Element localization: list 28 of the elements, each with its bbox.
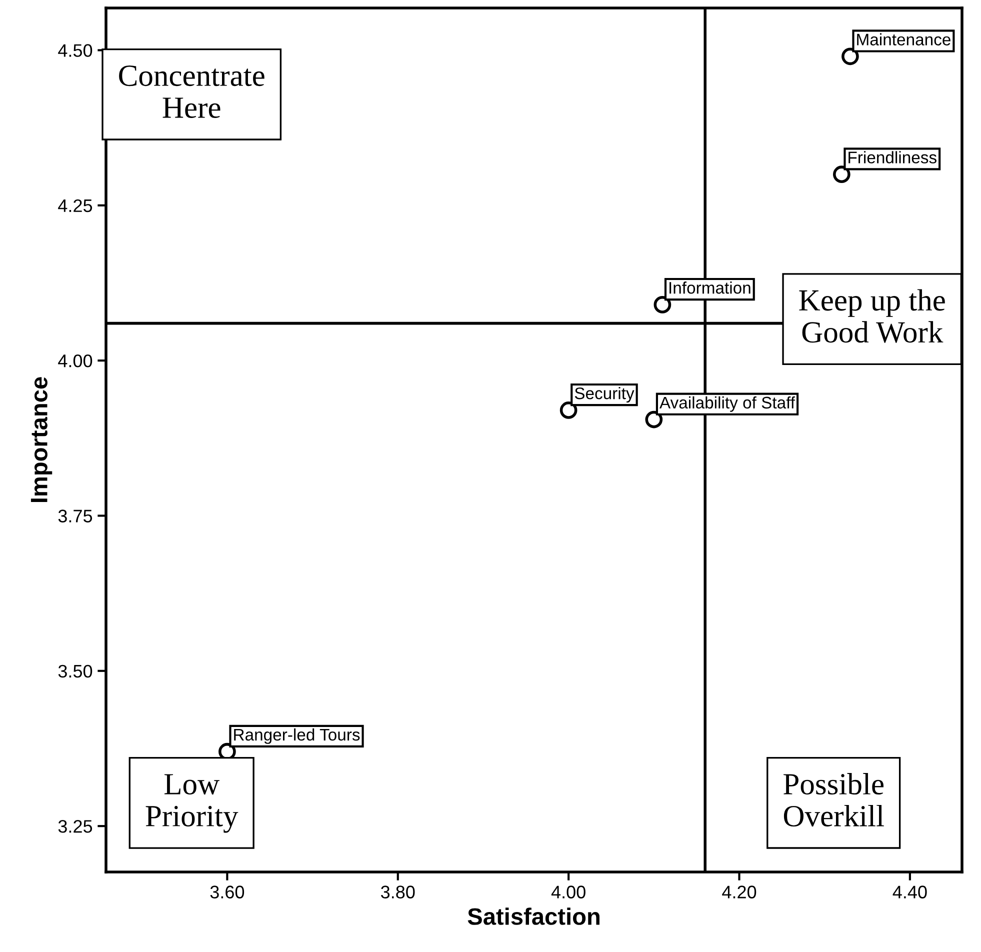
annotation: Maintenance	[857, 33, 950, 46]
point	[832, 166, 850, 184]
point	[654, 296, 672, 314]
x-tick-label: 3.60	[210, 886, 244, 898]
y-axis-title: Importance	[30, 377, 52, 502]
y-tick-label: 4.00	[58, 354, 92, 368]
y-tick-label: 3.75	[58, 510, 92, 522]
annotation: Ranger-led Tours	[234, 728, 360, 744]
annotation: Information	[670, 282, 750, 294]
annotation: Keep up the Good Work	[799, 289, 945, 343]
point	[842, 48, 859, 66]
x-tick-label: 4.40	[892, 886, 927, 898]
y-tick-label: 3.25	[58, 820, 92, 833]
annotation: Availability of Staff	[660, 396, 796, 412]
point	[645, 410, 663, 428]
annotation: Possible Overkill	[784, 773, 884, 827]
x-tick-label: 3.80	[380, 886, 415, 898]
y-tick-label: 4.50	[58, 44, 92, 57]
annotation: Friendliness	[848, 151, 936, 164]
annotation: Concentrate Here	[119, 66, 264, 118]
point	[560, 402, 578, 419]
x-axis-title: Satisfaction	[468, 908, 600, 925]
x-tick-label: 4.20	[722, 886, 756, 898]
y-tick-label: 3.50	[58, 664, 92, 678]
annotation: Low Priority	[146, 774, 238, 833]
x-tick-label: 4.00	[551, 886, 586, 898]
annotation: Security	[574, 387, 634, 403]
y-tick-label: 4.25	[58, 199, 92, 212]
